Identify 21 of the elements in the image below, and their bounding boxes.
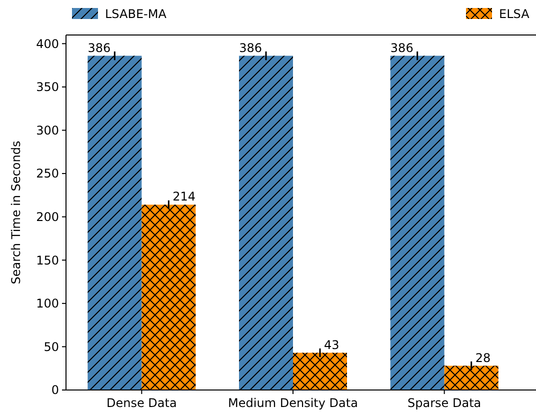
y-tick-label: 200 <box>36 210 59 224</box>
y-tick-label: 50 <box>44 340 59 354</box>
data-label: 386 <box>239 40 262 55</box>
data-label: 386 <box>88 40 111 55</box>
legend-label: ELSA <box>499 7 530 21</box>
y-tick-label: 250 <box>36 166 59 181</box>
y-tick-label: 0 <box>51 383 59 398</box>
x-tick-label: Sparse Data <box>408 396 482 410</box>
y-tick-label: 400 <box>36 36 59 51</box>
x-tick-label: Medium Density Data <box>228 396 358 410</box>
data-label: 28 <box>475 350 491 365</box>
y-tick-label: 100 <box>36 296 59 311</box>
y-axis-title: Search Time in Seconds <box>9 140 23 284</box>
y-tick-label: 350 <box>36 80 59 94</box>
y-tick-label: 150 <box>36 253 59 268</box>
data-label: 386 <box>390 40 414 55</box>
data-label: 43 <box>324 338 340 352</box>
y-tick-label: 300 <box>36 123 59 138</box>
x-tick-label: Dense Data <box>106 396 177 410</box>
data-label: 214 <box>172 190 196 204</box>
legend-label: LSABE-MA <box>105 7 168 21</box>
